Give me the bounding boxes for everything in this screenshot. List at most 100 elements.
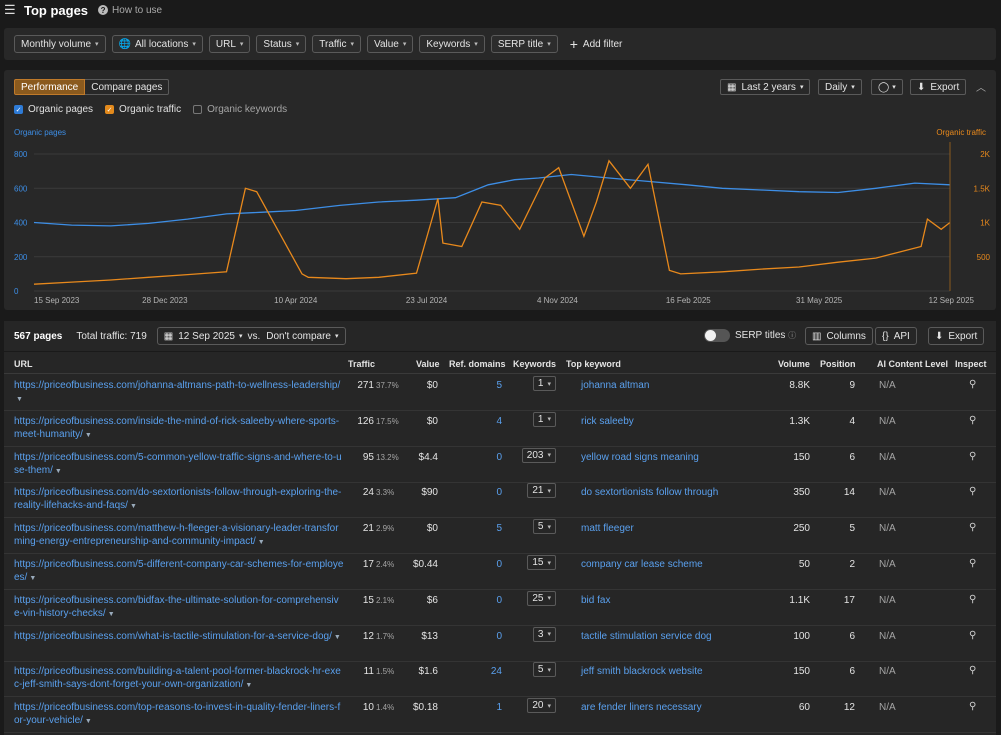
ref-domains-link[interactable]: 5 bbox=[496, 523, 502, 535]
col-volume[interactable]: Volume bbox=[778, 359, 810, 369]
ref-domains-link[interactable]: 5 bbox=[496, 380, 502, 391]
ref-domains-link[interactable]: 0 bbox=[496, 559, 502, 570]
chevron-down-icon[interactable]: ▼ bbox=[129, 503, 137, 511]
search-icon[interactable]: ⚲ bbox=[969, 701, 977, 713]
interval-select[interactable]: Daily ▾ bbox=[818, 79, 862, 95]
position-value: 14 bbox=[843, 487, 855, 499]
page-url-link[interactable]: https://priceofbusiness.com/inside-the-m… bbox=[14, 415, 344, 442]
page-url-link[interactable]: https://priceofbusiness.com/bidfax-the-u… bbox=[14, 594, 344, 621]
x-tick-label: 31 May 2025 bbox=[796, 296, 843, 305]
top-keyword-link[interactable]: are fender liners necessary bbox=[581, 702, 702, 714]
col-ref-domains[interactable]: Ref. domains bbox=[449, 359, 506, 369]
tab-performance[interactable]: Performance bbox=[14, 79, 86, 95]
annotation-select[interactable]: ◯ ▾ bbox=[871, 79, 903, 95]
filter-keywords[interactable]: Keywords ▾ bbox=[419, 35, 485, 53]
filter-value[interactable]: Value ▾ bbox=[367, 35, 414, 53]
col-inspect[interactable]: Inspect bbox=[955, 359, 987, 369]
chevron-down-icon[interactable]: ▼ bbox=[245, 682, 253, 690]
chevron-down-icon[interactable]: ▼ bbox=[54, 467, 62, 475]
filter-url[interactable]: URL ▾ bbox=[208, 35, 251, 53]
col-value[interactable]: Value bbox=[416, 359, 440, 369]
col-top-keyword[interactable]: Top keyword bbox=[566, 359, 621, 369]
filter-status[interactable]: Status ▾ bbox=[256, 35, 307, 53]
search-icon[interactable]: ⚲ bbox=[969, 486, 977, 498]
columns-button[interactable]: ▥ Columns bbox=[805, 327, 873, 345]
col-url[interactable]: URL bbox=[14, 359, 33, 369]
chevron-down-icon[interactable]: ▼ bbox=[29, 575, 37, 582]
search-icon[interactable]: ⚲ bbox=[969, 593, 977, 605]
search-icon[interactable]: ⚲ bbox=[969, 558, 977, 569]
ref-domains-link[interactable]: 4 bbox=[496, 415, 502, 427]
menu-icon[interactable]: ☰ bbox=[4, 2, 16, 17]
page-url-link[interactable]: https://priceofbusiness.com/matthew-h-fl… bbox=[14, 522, 344, 549]
keywords-dropdown[interactable]: 25 ▾ bbox=[527, 590, 556, 606]
legend-organic-traffic[interactable]: ✓ Organic traffic bbox=[105, 104, 181, 115]
export-table-button[interactable]: ⬇ Export bbox=[928, 327, 985, 345]
search-icon[interactable]: ⚲ bbox=[969, 665, 977, 677]
top-keyword-link[interactable]: johanna altman bbox=[581, 380, 650, 391]
keywords-dropdown[interactable]: 1 ▾ bbox=[532, 376, 556, 391]
keywords-dropdown[interactable]: 203 ▾ bbox=[521, 447, 556, 463]
keywords-dropdown[interactable]: 5 ▾ bbox=[532, 519, 556, 535]
top-keyword-link[interactable]: company car lease scheme bbox=[581, 559, 703, 570]
tab-compare-pages[interactable]: Compare pages bbox=[85, 79, 170, 95]
ref-domains-link[interactable]: 0 bbox=[496, 594, 502, 606]
top-keyword-link[interactable]: do sextortionists follow through bbox=[581, 487, 719, 499]
how-to-use-link[interactable]: ? How to use bbox=[98, 5, 162, 16]
ref-domains-link[interactable]: 0 bbox=[496, 451, 502, 463]
search-icon[interactable]: ⚲ bbox=[969, 414, 977, 426]
search-icon[interactable]: ⚲ bbox=[969, 450, 977, 462]
page-url-link[interactable]: https://priceofbusiness.com/what-is-tact… bbox=[14, 630, 344, 644]
serp-titles-toggle[interactable] bbox=[704, 329, 730, 342]
top-keyword-link[interactable]: tactile stimulation service dog bbox=[581, 630, 712, 642]
search-icon[interactable]: ⚲ bbox=[969, 629, 977, 641]
chevron-down-icon[interactable]: ▼ bbox=[333, 633, 341, 641]
right-axis-label: Organic traffic bbox=[936, 128, 986, 137]
page-url-link[interactable]: https://priceofbusiness.com/do-sextortio… bbox=[14, 486, 344, 513]
keywords-dropdown[interactable]: 1 ▾ bbox=[532, 411, 556, 427]
col-position[interactable]: Position bbox=[820, 359, 856, 369]
chevron-down-icon[interactable]: ▼ bbox=[107, 610, 115, 618]
api-button[interactable]: {} API bbox=[875, 327, 917, 345]
chevron-down-icon[interactable]: ▼ bbox=[16, 396, 23, 403]
filter-monthly-volume[interactable]: Monthly volume ▾ bbox=[14, 35, 106, 53]
legend-organic-pages[interactable]: ✓ Organic pages bbox=[14, 104, 93, 115]
ref-domains-link[interactable]: 0 bbox=[496, 487, 502, 499]
page-url-link[interactable]: https://priceofbusiness.com/building-a-t… bbox=[14, 665, 344, 692]
search-icon[interactable]: ⚲ bbox=[969, 379, 977, 390]
date-range-select[interactable]: ▦ Last 2 years ▾ bbox=[720, 79, 811, 95]
ref-domains-link[interactable]: 1 bbox=[496, 702, 502, 714]
export-chart-button[interactable]: ⬇ Export bbox=[910, 79, 967, 95]
collapse-icon[interactable]: ︿ bbox=[976, 83, 986, 94]
ref-domains-link[interactable]: 0 bbox=[496, 630, 502, 642]
chevron-down-icon[interactable]: ▼ bbox=[84, 431, 92, 439]
ref-domains-link[interactable]: 24 bbox=[490, 666, 502, 678]
keywords-dropdown[interactable]: 5 ▾ bbox=[532, 662, 556, 678]
keywords-dropdown[interactable]: 20 ▾ bbox=[527, 698, 556, 714]
page-url-link[interactable]: https://priceofbusiness.com/top-reasons-… bbox=[14, 701, 344, 728]
top-keyword-link[interactable]: rick saleeby bbox=[581, 415, 634, 427]
search-icon[interactable]: ⚲ bbox=[969, 522, 977, 534]
add-filter-button[interactable]: + Add filter bbox=[570, 36, 623, 52]
top-keyword-link[interactable]: yellow road signs meaning bbox=[581, 451, 699, 463]
keywords-dropdown[interactable]: 21 ▾ bbox=[527, 483, 556, 499]
filter-locations[interactable]: 🌐 All locations ▾ bbox=[111, 35, 203, 53]
col-traffic[interactable]: Traffic bbox=[348, 359, 376, 369]
top-keyword-link[interactable]: bid fax bbox=[581, 594, 611, 606]
filter-traffic[interactable]: Traffic ▾ bbox=[312, 35, 362, 53]
performance-chart[interactable]: Organic pages Organic traffic 800 600 400 2… bbox=[4, 120, 996, 310]
top-keyword-link[interactable]: matt fleeger bbox=[581, 523, 634, 535]
date-compare-select[interactable]: ▦ 12 Sep 2025 ▾ vs. Don't compare ▾ bbox=[156, 327, 346, 345]
keywords-dropdown[interactable]: 3 ▾ bbox=[532, 626, 556, 642]
keywords-dropdown[interactable]: 15 ▾ bbox=[527, 555, 556, 570]
top-keyword-link[interactable]: jeff smith blackrock website bbox=[581, 666, 703, 678]
filter-serp-title[interactable]: SERP title ▾ bbox=[490, 35, 558, 53]
chevron-down-icon[interactable]: ▼ bbox=[84, 718, 92, 726]
chevron-down-icon[interactable]: ▼ bbox=[257, 539, 265, 547]
col-keywords[interactable]: Keywords bbox=[513, 359, 557, 369]
legend-organic-keywords[interactable]: Organic keywords bbox=[193, 104, 287, 115]
col-ai-content-level[interactable]: AI Content Level bbox=[877, 359, 949, 369]
page-url-link[interactable]: https://priceofbusiness.com/5-different-… bbox=[14, 558, 344, 585]
page-url-link[interactable]: https://priceofbusiness.com/johanna-altm… bbox=[14, 379, 344, 406]
page-url-link[interactable]: https://priceofbusiness.com/5-common-yel… bbox=[14, 451, 344, 478]
